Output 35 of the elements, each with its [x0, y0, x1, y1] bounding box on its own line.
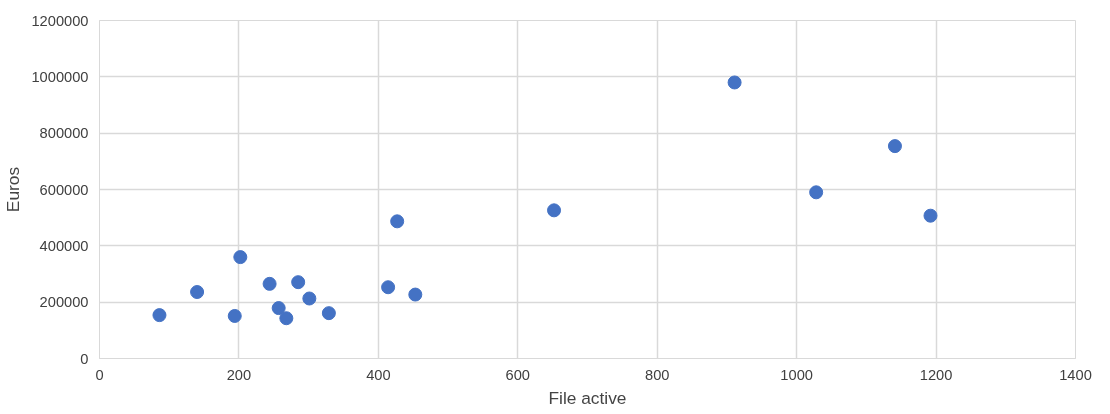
- point: [227, 308, 242, 323]
- y-tick-label: 200000: [39, 294, 89, 311]
- x-tick-label: 800: [644, 366, 670, 383]
- x-tick-label: 1200: [919, 366, 953, 383]
- point: [408, 287, 423, 302]
- x-tick-label: 200: [226, 366, 252, 383]
- point: [547, 203, 562, 218]
- x-tick-label: 600: [505, 366, 531, 383]
- x-axis-title: File active: [548, 387, 627, 408]
- point: [291, 275, 306, 290]
- y-tick-label: 400000: [39, 237, 89, 254]
- point: [262, 276, 277, 291]
- point: [190, 285, 205, 300]
- point: [381, 280, 396, 295]
- point: [233, 250, 248, 265]
- point: [390, 214, 405, 229]
- y-tick-label: 0: [80, 350, 89, 367]
- y-axis-title: Euros: [3, 166, 24, 213]
- point: [923, 208, 938, 223]
- x-tick-label: 0: [95, 366, 104, 383]
- point: [727, 75, 742, 90]
- x-tick-label: 400: [366, 366, 391, 383]
- y-tick-label: 1000000: [31, 68, 89, 85]
- x-tick-label: 1000: [780, 366, 813, 383]
- point: [887, 139, 902, 154]
- point: [279, 311, 294, 326]
- point: [321, 306, 336, 321]
- y-tick-label: 1200000: [31, 12, 89, 29]
- point: [152, 308, 167, 323]
- x-tick-label: 1400: [1059, 366, 1092, 383]
- point: [809, 185, 824, 200]
- point: [271, 301, 286, 316]
- y-tick-label: 800000: [39, 125, 89, 142]
- point: [302, 291, 317, 306]
- y-tick-label: 600000: [39, 181, 89, 198]
